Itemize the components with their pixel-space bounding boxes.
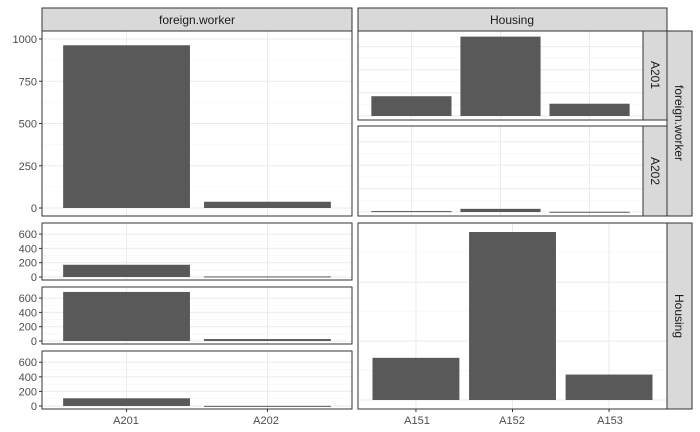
y-tick-label: 250 bbox=[19, 161, 37, 173]
y-tick-label: 400 bbox=[19, 243, 37, 255]
y-tick-label: 200 bbox=[19, 322, 37, 334]
y-tick-label: 600 bbox=[19, 293, 37, 305]
bar-housing-fw-A201-A152 bbox=[460, 36, 541, 117]
bar-fw-fw-A201 bbox=[63, 45, 190, 209]
y-tick-label: 500 bbox=[19, 119, 37, 131]
panel-border bbox=[41, 350, 353, 410]
x-tick-label-A152: A152 bbox=[499, 415, 525, 427]
bar-housing-fw-A202-A152 bbox=[460, 208, 541, 212]
panel-border bbox=[41, 286, 353, 345]
bar-fw-housing-A151-A201 bbox=[63, 264, 190, 277]
x-tick-label-A151: A151 bbox=[404, 415, 430, 427]
bar-housing-housing-A153 bbox=[565, 374, 653, 400]
y-tick-label: 200 bbox=[19, 258, 37, 270]
panel-fw-housing-A152: 0 200 400 600 bbox=[19, 286, 353, 348]
x-tick-label-A153: A153 bbox=[597, 415, 623, 427]
bar-fw-housing-A152-A201 bbox=[63, 291, 190, 341]
y-tick-label: 600 bbox=[19, 357, 37, 369]
right-strip-sub-A202-label: A202 bbox=[648, 157, 662, 185]
top-strip-housing: Housing bbox=[357, 7, 668, 32]
panel-housing-fw-A202 bbox=[357, 125, 644, 217]
y-tick-label: 0 bbox=[31, 272, 37, 284]
right-strip-foreign-worker: foreign.worker bbox=[666, 30, 693, 217]
right-strip-sub-A201-label: A201 bbox=[648, 61, 662, 89]
bar-housing-fw-A202-A153 bbox=[549, 211, 630, 213]
panel-housing-housing bbox=[357, 222, 668, 410]
y-tick-label: 1000 bbox=[13, 34, 37, 46]
right-strip-sub-A202: A202 bbox=[642, 125, 668, 217]
y-tick-label: 600 bbox=[19, 229, 37, 241]
bar-housing-fw-A201-A151 bbox=[371, 96, 452, 116]
y-tick-label: 200 bbox=[19, 386, 37, 398]
y-tick-label: 400 bbox=[19, 372, 37, 384]
right-strip-sub-A201: A201 bbox=[642, 30, 668, 121]
panel-fw-fw: 0 250 500 750 1000 bbox=[13, 30, 353, 217]
y-tick-label: 750 bbox=[19, 76, 37, 88]
panel-housing-fw-A201 bbox=[357, 30, 644, 121]
bar-housing-housing-A152 bbox=[469, 232, 556, 400]
top-strip-foreign-worker: foreign.worker bbox=[41, 7, 353, 32]
bar-fw-housing-A153-A201 bbox=[63, 398, 190, 406]
bar-housing-fw-A201-A153 bbox=[549, 103, 630, 116]
panel-border bbox=[41, 222, 353, 281]
panel-border bbox=[357, 30, 644, 121]
x-tick-label-A201: A201 bbox=[113, 415, 139, 427]
y-tick-label: 400 bbox=[19, 307, 37, 319]
bar-housing-fw-A202-A151 bbox=[371, 211, 452, 213]
right-strip-housing: Housing bbox=[666, 222, 693, 410]
panel-border bbox=[357, 125, 644, 217]
panel-fw-housing-A151: 0 200 400 600 bbox=[19, 222, 353, 284]
y-tick-label: 0 bbox=[31, 336, 37, 348]
panels-layer: 0 250 500 750 1000 0 200 400 600 0 200 400 600 0 200 40… bbox=[13, 30, 668, 413]
right-strip-foreign-worker-label: foreign.worker bbox=[672, 85, 686, 161]
y-tick-label: 0 bbox=[31, 401, 37, 413]
y-tick-label: 0 bbox=[31, 203, 37, 215]
bar-fw-housing-A151-A202 bbox=[204, 276, 331, 278]
right-strip-housing-label: Housing bbox=[672, 294, 686, 338]
bar-fw-housing-A153-A202 bbox=[204, 405, 331, 407]
bar-fw-housing-A152-A202 bbox=[204, 339, 331, 341]
bar-housing-housing-A151 bbox=[372, 357, 460, 400]
bar-fw-fw-A202 bbox=[204, 201, 331, 208]
top-strip-housing-label: Housing bbox=[490, 13, 534, 27]
x-tick-label-A202: A202 bbox=[253, 415, 279, 427]
top-strip-foreign-worker-label: foreign.worker bbox=[159, 13, 235, 27]
panel-fw-housing-A153: 0 200 400 600 bbox=[19, 350, 353, 413]
